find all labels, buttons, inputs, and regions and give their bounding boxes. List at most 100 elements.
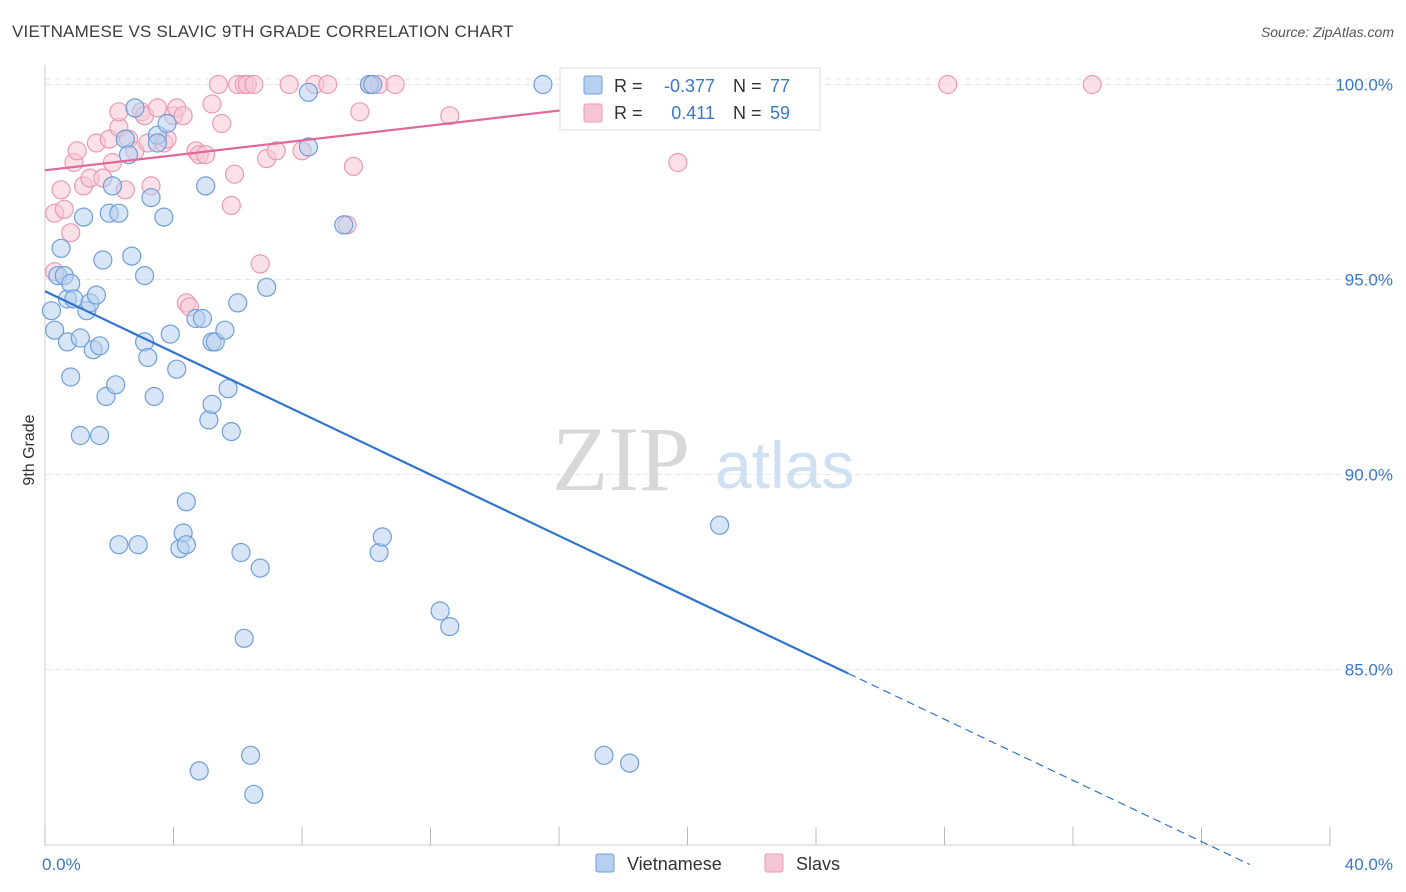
slavs-point-55 <box>440 106 460 126</box>
vietnamese-point-61 <box>244 784 264 804</box>
vietnamese-point-72 <box>440 616 460 637</box>
vietnamese-point-33 <box>138 347 158 368</box>
vietnamese-point-32 <box>134 266 155 286</box>
slavs-point-22 <box>147 98 168 118</box>
vietnamese-point-3 <box>51 238 71 258</box>
legend-swatch-slavs <box>583 103 603 123</box>
vietnamese-point-65 <box>298 82 319 102</box>
vietnamese-point-66 <box>334 215 354 235</box>
chart-title: VIETNAMESE VS SLAVIC 9TH GRADE CORRELATI… <box>12 22 514 41</box>
slavs-point-41 <box>244 74 264 95</box>
vietnamese-point-41 <box>167 359 187 379</box>
vietnamese-point-54 <box>215 320 235 340</box>
stats-legend: R = -0.377 N = 77 R = 0.411 N = 59 <box>559 67 821 131</box>
slavs-point-27 <box>173 106 193 126</box>
vietnamese-point-60 <box>241 745 261 765</box>
vietnamese-point-30 <box>128 535 148 555</box>
vietnamese-point-18 <box>90 425 110 446</box>
slavs-point-4 <box>61 223 81 243</box>
vietnamese-point-38 <box>154 207 174 227</box>
vietnamese-point-59 <box>234 628 254 648</box>
legend-n-label-1: N = <box>733 76 762 96</box>
legend-n-value-1: 77 <box>770 76 790 96</box>
vietnamese-point-71 <box>430 601 450 621</box>
slavs-point-42 <box>250 254 270 274</box>
x-tick-max: 40.0% <box>1345 855 1393 874</box>
x-tick-min: 0.0% <box>42 855 81 874</box>
vietnamese-point-47 <box>189 761 209 781</box>
vietnamese-point-45 <box>176 535 196 555</box>
vietnamese-point-62 <box>250 558 270 578</box>
vietnamese-point-56 <box>221 422 241 442</box>
vietnamese-point-70 <box>372 527 392 547</box>
slavs-point-32 <box>196 145 216 165</box>
legend-r-value-2: 0.411 <box>671 103 715 123</box>
series-legend: Vietnamese Slavs <box>595 853 840 874</box>
vietnamese-point-69 <box>369 542 389 563</box>
slavs-point-54 <box>385 74 405 95</box>
slavs-point-44 <box>266 141 286 161</box>
vietnamese-point-73 <box>533 74 553 95</box>
vietnamese-point-63 <box>257 277 277 297</box>
y-tick-labels: 85.0% 90.0% 95.0% 100.0% <box>1335 76 1393 680</box>
trend-line-vietnamese-extension <box>847 672 1250 866</box>
slavs-point-57 <box>938 74 958 95</box>
slavs-point-51 <box>350 102 370 122</box>
y-tick-100: 100.0% <box>1335 76 1393 95</box>
slavs-point-37 <box>224 164 245 184</box>
slavs-point-56 <box>668 152 688 173</box>
vietnamese-point-11 <box>70 328 90 348</box>
slavs-point-14 <box>109 102 129 122</box>
bottom-legend-swatch-slavs <box>764 853 784 873</box>
vietnamese-point-22 <box>102 176 123 196</box>
vietnamese-point-58 <box>231 542 251 563</box>
vietnamese-point-39 <box>157 113 177 134</box>
watermark-zip: ZIP <box>552 408 690 510</box>
slavs-point-6 <box>67 141 87 161</box>
vietnamese-point-28 <box>122 246 142 266</box>
vietnamese-point-50 <box>199 410 219 430</box>
watermark-atlas: atlas <box>715 428 854 502</box>
vietnamese-point-68 <box>363 74 383 95</box>
vietnamese-point-34 <box>141 188 161 208</box>
source-label: Source: ZipAtlas.com <box>1260 24 1394 40</box>
vietnamese-point-49 <box>196 176 216 196</box>
vietnamese-point-17 <box>90 336 110 356</box>
gridlines <box>45 78 1390 670</box>
bottom-legend-swatch-vietnamese <box>595 853 615 873</box>
vietnamese-point-12 <box>73 207 94 227</box>
vietnamese-point-75 <box>620 753 640 773</box>
vietnamese-point-37 <box>147 133 168 153</box>
bottom-legend-slavs: Slavs <box>796 854 840 874</box>
slavs-point-48 <box>318 74 338 95</box>
vietnamese-point-57 <box>228 293 248 313</box>
y-tick-90: 90.0% <box>1345 466 1393 485</box>
vietnamese-point-19 <box>93 250 113 270</box>
slavs-point-34 <box>208 74 229 95</box>
vietnamese-point-24 <box>109 203 129 223</box>
legend-r-value-1: -0.377 <box>664 76 715 96</box>
vietnamese-point-26 <box>115 129 135 149</box>
vietnamese-point-40 <box>160 324 180 344</box>
vietnamese-point-74 <box>594 745 614 765</box>
vietnamese-point-7 <box>61 273 81 293</box>
vietnamese-point-23 <box>106 375 126 395</box>
slavs-point-2 <box>51 180 71 200</box>
legend-swatch-vietnamese <box>583 75 603 95</box>
y-tick-85: 85.0% <box>1345 661 1393 680</box>
slavs-point-36 <box>221 195 241 215</box>
series-vietnamese <box>41 74 730 804</box>
vietnamese-point-76 <box>710 515 730 535</box>
trend-line-vietnamese <box>44 290 849 675</box>
bottom-legend-vietnamese: Vietnamese <box>627 854 722 874</box>
legend-n-label-2: N = <box>733 103 762 123</box>
vietnamese-point-51 <box>202 394 222 414</box>
slavs-point-50 <box>343 156 363 176</box>
vietnamese-point-44 <box>176 492 196 512</box>
slavs-point-33 <box>202 94 222 114</box>
vietnamese-point-10 <box>70 425 90 446</box>
vietnamese-point-8 <box>61 367 81 387</box>
y-axis-label: 9th Grade <box>21 414 38 485</box>
legend-r-label-2: R = <box>614 103 643 123</box>
